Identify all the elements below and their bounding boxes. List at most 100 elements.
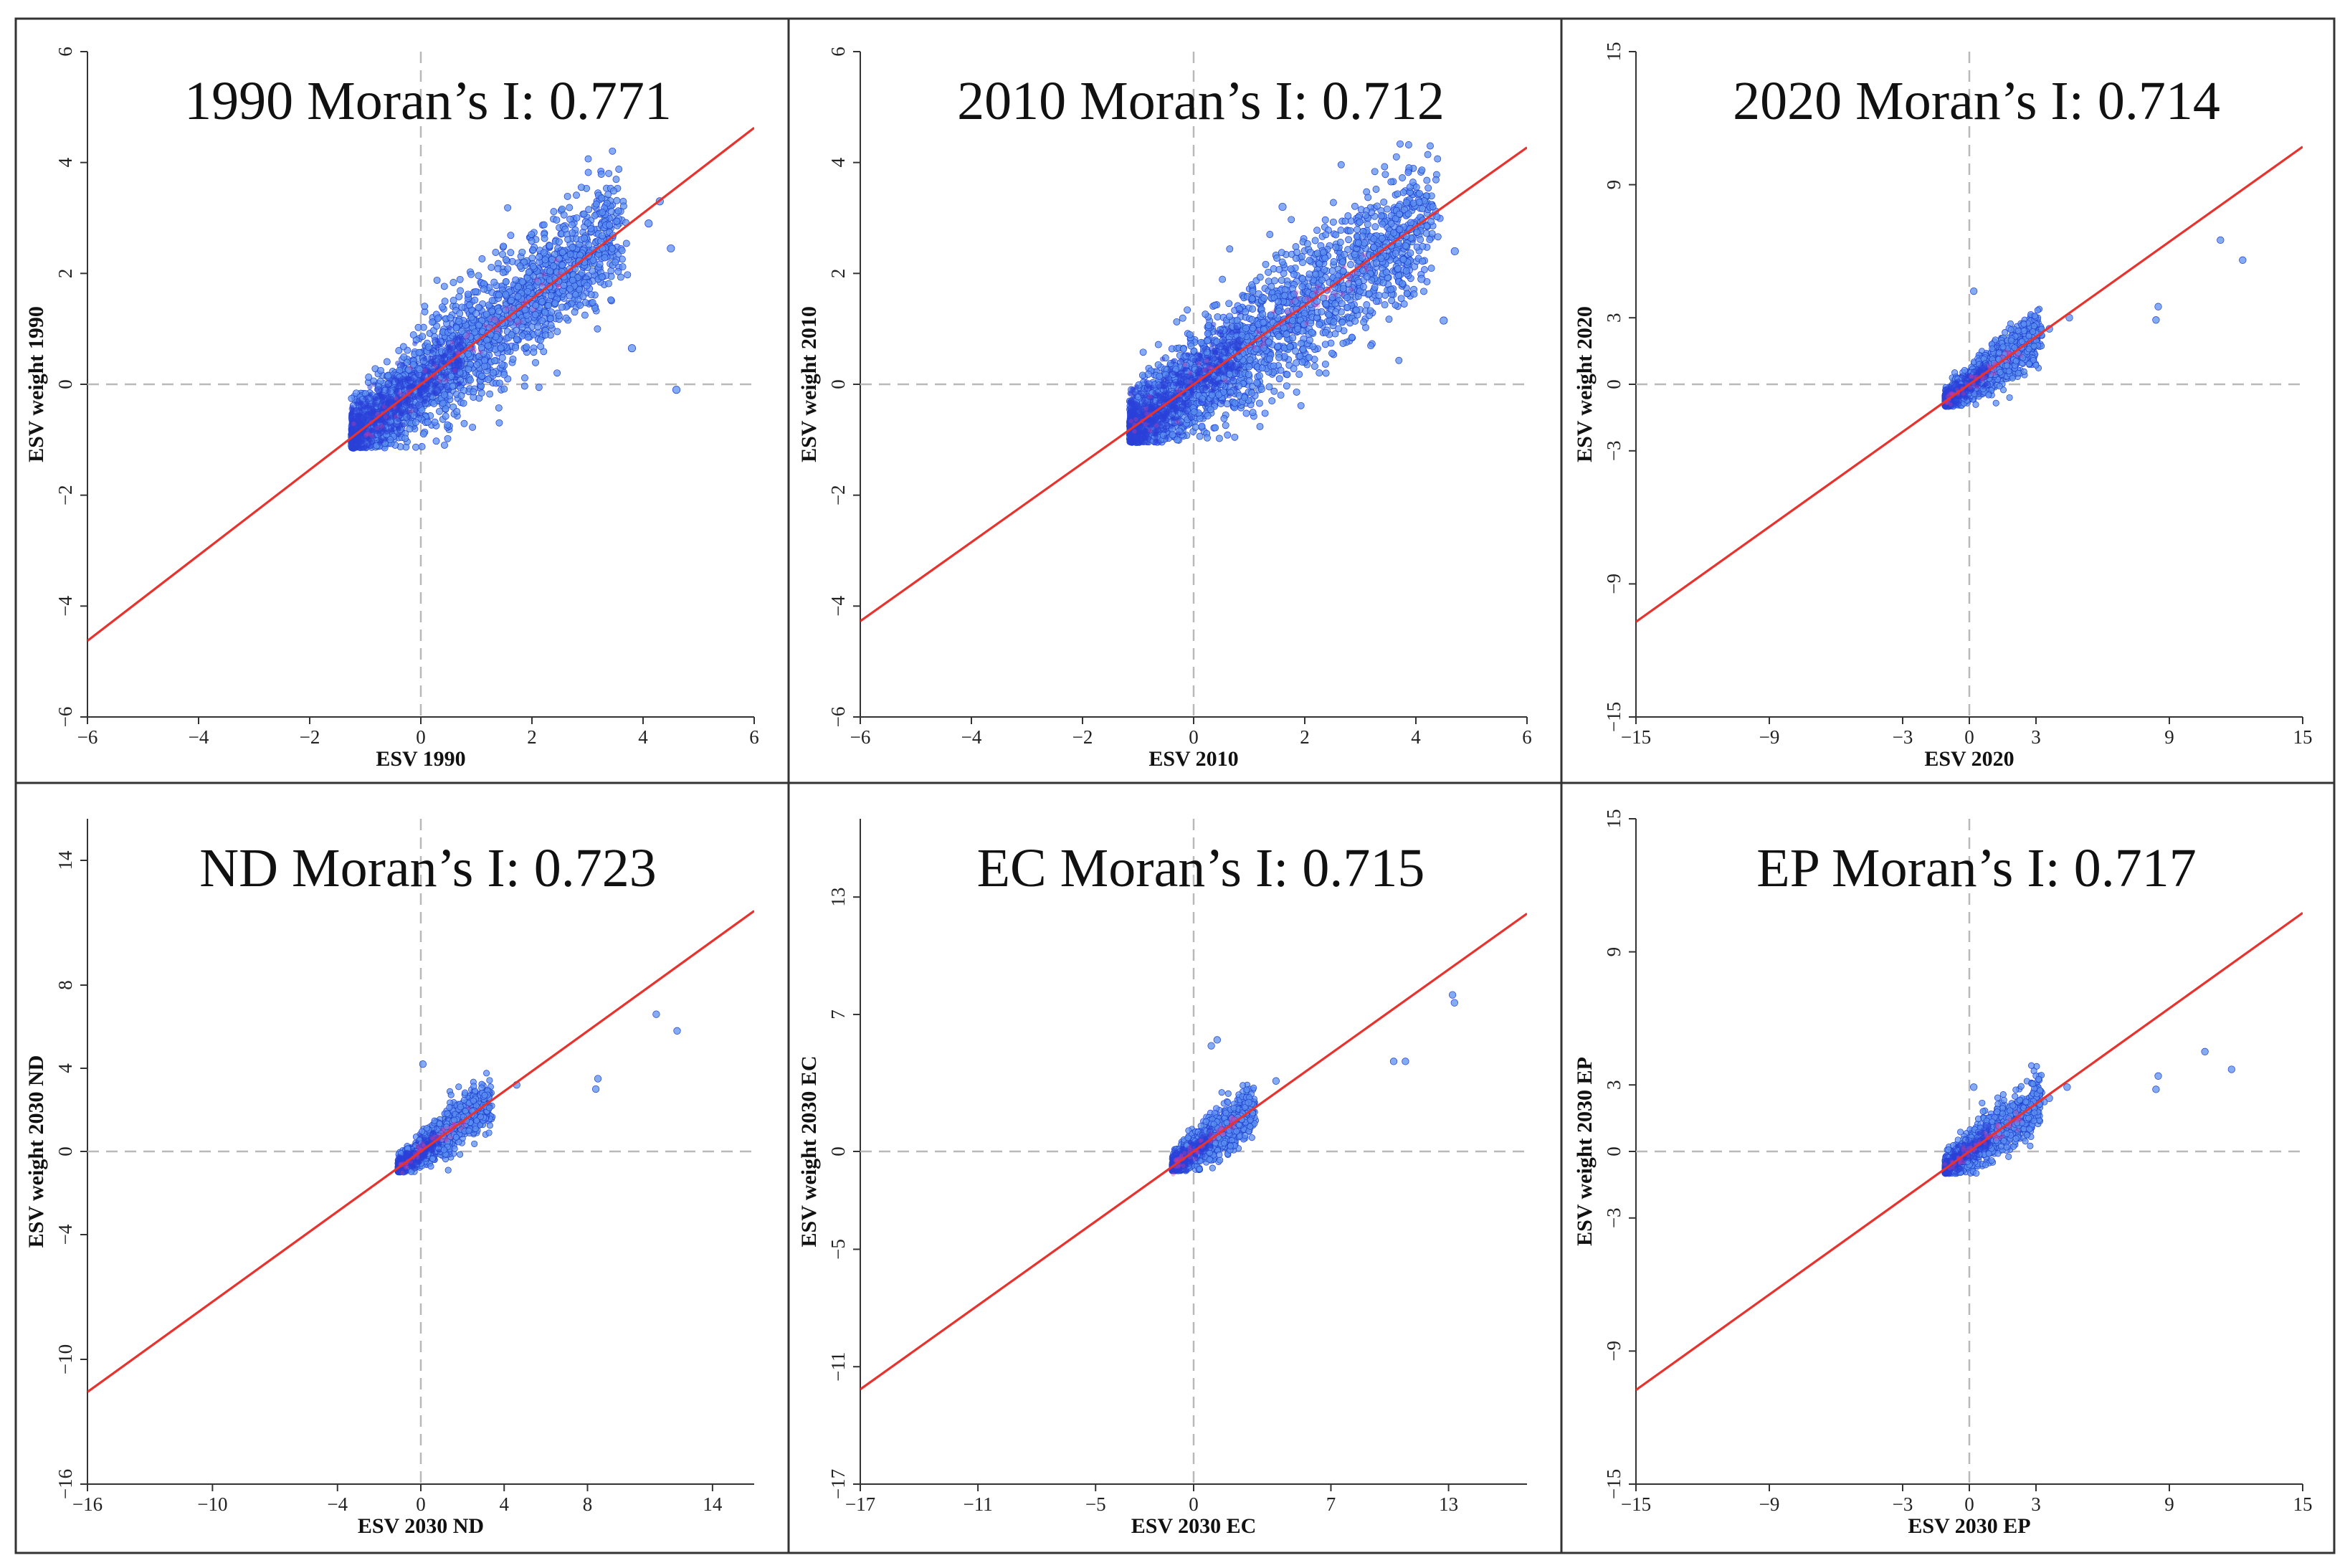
scatter-point-core bbox=[432, 361, 437, 367]
scatter-point-core bbox=[363, 434, 369, 439]
scatter-point-overlap bbox=[518, 319, 523, 324]
scatter-point bbox=[500, 242, 508, 250]
scatter-point bbox=[457, 287, 465, 295]
scatter-point bbox=[419, 430, 427, 438]
scatter-point bbox=[1226, 245, 1234, 253]
scatter-point bbox=[1297, 401, 1305, 409]
scatter-point-core bbox=[356, 421, 361, 427]
scatter-point-core bbox=[377, 391, 383, 396]
scatter-point-overlap bbox=[394, 414, 399, 419]
scatter-point-outlier bbox=[644, 219, 653, 228]
scatter-point bbox=[1392, 153, 1400, 161]
scatter-point bbox=[441, 441, 448, 449]
scatter-point-core bbox=[413, 407, 419, 414]
scatter-point bbox=[442, 412, 449, 420]
scatter-point bbox=[1262, 260, 1270, 268]
scatter-point-overlap bbox=[393, 396, 399, 401]
scatter-point bbox=[449, 297, 457, 304]
scatter-point bbox=[471, 296, 479, 304]
scatter-point bbox=[497, 344, 505, 352]
scatter-point bbox=[456, 275, 464, 283]
scatter-point bbox=[440, 391, 448, 399]
scatter-point-core bbox=[386, 416, 392, 422]
scatter-point-overlap bbox=[504, 306, 509, 311]
scatter-point-core bbox=[434, 345, 440, 351]
scatter-point bbox=[486, 390, 494, 398]
scatter-point bbox=[532, 301, 540, 309]
scatter-point bbox=[440, 282, 448, 290]
scatter-point-core bbox=[446, 386, 452, 393]
scatter-point-overlap bbox=[351, 421, 356, 427]
scatter-point bbox=[598, 273, 606, 281]
scatter-point bbox=[458, 328, 466, 336]
scatter-point-overlap bbox=[364, 431, 370, 437]
scatter-point bbox=[494, 265, 502, 272]
scatter-point bbox=[415, 348, 423, 356]
scatter-point bbox=[596, 260, 604, 268]
scatter-point bbox=[1303, 240, 1311, 248]
scatter-point bbox=[569, 276, 576, 284]
scatter-point bbox=[584, 155, 592, 163]
scatter-point bbox=[477, 389, 485, 397]
scatter-point bbox=[513, 326, 520, 334]
y-tick-label: 4 bbox=[54, 157, 76, 167]
scatter-point bbox=[449, 279, 457, 286]
scatter-point-outlier bbox=[672, 386, 681, 394]
scatter-point bbox=[1225, 300, 1233, 308]
scatter-point bbox=[475, 304, 482, 311]
scatter-point bbox=[414, 323, 422, 331]
scatter-point-core bbox=[367, 391, 373, 398]
scatter-point bbox=[597, 171, 605, 178]
scatter-point-core bbox=[385, 388, 391, 394]
scatter-point bbox=[529, 246, 537, 254]
scatter-point bbox=[419, 333, 427, 341]
scatter-point bbox=[1280, 270, 1288, 277]
scatter-point-core bbox=[406, 384, 412, 390]
scatter-point-core bbox=[374, 426, 380, 432]
scatter-point bbox=[578, 269, 586, 277]
scatter-point-core bbox=[434, 384, 440, 390]
scatter-point bbox=[1381, 171, 1389, 179]
scatter-point bbox=[540, 249, 548, 257]
scatter-point-core bbox=[410, 383, 416, 389]
scatter-point-overlap bbox=[493, 316, 498, 321]
scatter-point bbox=[467, 376, 474, 384]
scatter-point bbox=[488, 297, 496, 305]
scatter-point bbox=[610, 187, 617, 195]
scatter-point-core bbox=[415, 412, 421, 419]
scatter-point bbox=[412, 419, 419, 427]
scatter-point bbox=[518, 323, 526, 331]
scatter-point bbox=[524, 288, 531, 295]
scatter-point bbox=[571, 308, 579, 316]
scatter-point bbox=[434, 315, 442, 323]
scatter-point bbox=[622, 239, 630, 247]
scatter-point-overlap bbox=[553, 257, 558, 263]
x-tick-label: 4 bbox=[638, 726, 648, 748]
scatter-point bbox=[436, 407, 443, 415]
scatter-point-core bbox=[449, 366, 455, 372]
x-tick-label: −4 bbox=[189, 726, 209, 748]
scatter-point bbox=[573, 191, 580, 199]
scatter-point bbox=[495, 419, 503, 427]
scatter-point bbox=[365, 374, 373, 381]
scatter-point bbox=[490, 278, 498, 286]
scatter-point bbox=[1417, 236, 1424, 244]
scatter-point bbox=[495, 308, 503, 315]
scatter-point bbox=[583, 282, 591, 290]
scatter-point bbox=[1434, 233, 1442, 241]
scatter-point bbox=[1418, 166, 1426, 174]
scatter-point-core bbox=[415, 402, 422, 408]
y-tick-label: −6 bbox=[827, 707, 849, 728]
scatter-point-core bbox=[438, 371, 444, 376]
scatter-point bbox=[607, 296, 615, 304]
scatter-point bbox=[624, 271, 632, 279]
scatter-point bbox=[348, 394, 356, 402]
x-tick-label: 6 bbox=[1522, 726, 1532, 748]
scatter-point bbox=[1292, 255, 1300, 262]
scatter-point bbox=[1275, 375, 1283, 383]
scatter-point bbox=[521, 306, 529, 314]
scatter-point bbox=[599, 209, 606, 217]
scatter-point-core bbox=[395, 417, 401, 422]
